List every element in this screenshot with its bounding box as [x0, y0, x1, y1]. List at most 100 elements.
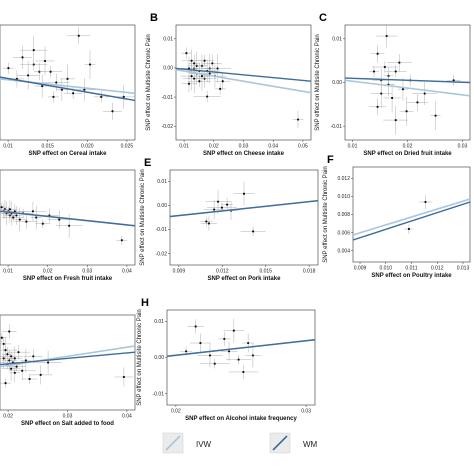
data-point — [52, 95, 55, 98]
wm-line — [353, 201, 470, 241]
chart-panel-8: 0.02 0.03 0.01 0.00 -0.01 SNP effect on Alcoh… — [137, 297, 316, 422]
data-point — [122, 95, 125, 98]
data-point — [452, 79, 455, 82]
data-point — [207, 222, 211, 225]
data-point — [200, 75, 204, 78]
data-point — [111, 110, 114, 113]
y-tick-label: 0.00 — [157, 203, 167, 209]
data-point — [398, 61, 401, 64]
data-point — [120, 239, 123, 242]
chart-panel-4: 0.01 0.02 0.03 0.04 SNP effect on Fresh frui… — [0, 169, 136, 282]
y-axis-label: SNP effect on Multisite Chronic Pain — [323, 166, 329, 263]
wm-line — [170, 199, 318, 218]
x-tick-label: 0.012 — [216, 269, 229, 275]
data-point — [55, 81, 58, 84]
data-point — [21, 56, 24, 59]
data-point — [12, 216, 15, 219]
data-point — [122, 375, 126, 379]
x-axis-label: SNP effect on Fresh fruit intake — [23, 276, 113, 282]
data-point — [8, 208, 11, 211]
data-point — [208, 72, 211, 75]
ivw-line — [353, 198, 470, 236]
data-point — [376, 105, 379, 108]
x-tick-label: 0.03 — [458, 144, 468, 150]
x-tick-label: 0.03 — [301, 409, 311, 415]
plot-frame — [352, 166, 471, 263]
x-axis-label: SNP effect on Cereal intake — [29, 151, 108, 157]
panel-label: B — [150, 12, 158, 24]
data-point — [187, 82, 191, 85]
data-point — [416, 101, 419, 104]
y-tick-label: 0.00 — [163, 66, 173, 72]
data-point — [185, 52, 188, 55]
y-tick-label: 0.006 — [337, 230, 350, 236]
data-point — [190, 59, 193, 62]
panel-label: C — [319, 12, 327, 24]
data-point — [385, 34, 388, 38]
data-point — [15, 214, 18, 217]
x-tick-label: 0.009 — [173, 269, 186, 275]
plot-area — [345, 25, 470, 135]
plot-area — [167, 318, 315, 380]
plot-area — [353, 194, 470, 241]
data-point — [58, 218, 61, 221]
y-tick-label: 0.004 — [337, 248, 350, 254]
x-tick-label: 0.04 — [268, 144, 278, 150]
data-point — [41, 222, 44, 225]
x-tick-label: 0.02 — [171, 409, 181, 415]
data-point — [83, 88, 86, 91]
y-tick-label: -0.02 — [162, 124, 174, 130]
data-point — [247, 341, 250, 345]
wm-line — [176, 67, 311, 82]
data-point — [221, 80, 224, 83]
data-point — [394, 118, 397, 122]
x-tick-label: 0.02 — [43, 269, 53, 275]
data-point — [6, 353, 9, 356]
chart-panel-7: 0.02 0.03 0.04 SNP effect on Salt added to … — [0, 314, 136, 427]
data-point — [46, 361, 50, 364]
data-point — [184, 350, 188, 353]
x-tick-label: 0.01 — [3, 144, 13, 150]
y-axis-label: SNP effect on Multisite Chronic Pain — [315, 34, 321, 131]
data-point — [18, 218, 21, 221]
data-point — [242, 192, 246, 195]
ivw-line — [176, 68, 311, 94]
data-point — [401, 88, 405, 91]
plot-area — [0, 324, 135, 388]
y-axis-label: SNP effect on Multisite Chronic Pain — [146, 34, 152, 131]
data-point — [220, 206, 224, 209]
data-point — [77, 34, 80, 37]
data-point — [213, 362, 216, 365]
data-point — [251, 230, 255, 233]
wm-line — [0, 76, 135, 102]
data-point — [2, 342, 5, 346]
y-axis-label: SNP effect on Multisite Chronic Pain — [140, 169, 146, 266]
y-tick-label: -0.01 — [331, 124, 343, 130]
legend: IVW WM — [162, 432, 318, 454]
data-point — [383, 65, 386, 69]
x-tick-label: 0.01 — [3, 269, 13, 275]
y-tick-label: 0.012 — [337, 176, 350, 182]
plot-frame — [175, 24, 312, 141]
data-point — [205, 220, 208, 223]
legend-key-line — [165, 435, 181, 451]
data-point — [49, 70, 52, 73]
plot-area — [176, 47, 311, 129]
data-point — [219, 87, 222, 90]
y-tick-label: 0.01 — [157, 179, 167, 185]
legend-key-line — [272, 435, 288, 451]
x-tick-label: 0.013 — [457, 266, 470, 272]
x-axis-label: SNP effect on Dried fruit intake — [363, 151, 452, 157]
data-point — [4, 349, 7, 352]
data-point — [216, 200, 220, 203]
data-point — [237, 358, 240, 361]
data-point — [8, 359, 11, 362]
legend-label: IVW — [196, 440, 212, 449]
data-point — [66, 77, 69, 81]
data-point — [376, 52, 379, 55]
data-point — [32, 355, 35, 358]
data-point — [27, 74, 30, 77]
panel-label: E — [144, 157, 151, 169]
data-point — [35, 216, 38, 219]
